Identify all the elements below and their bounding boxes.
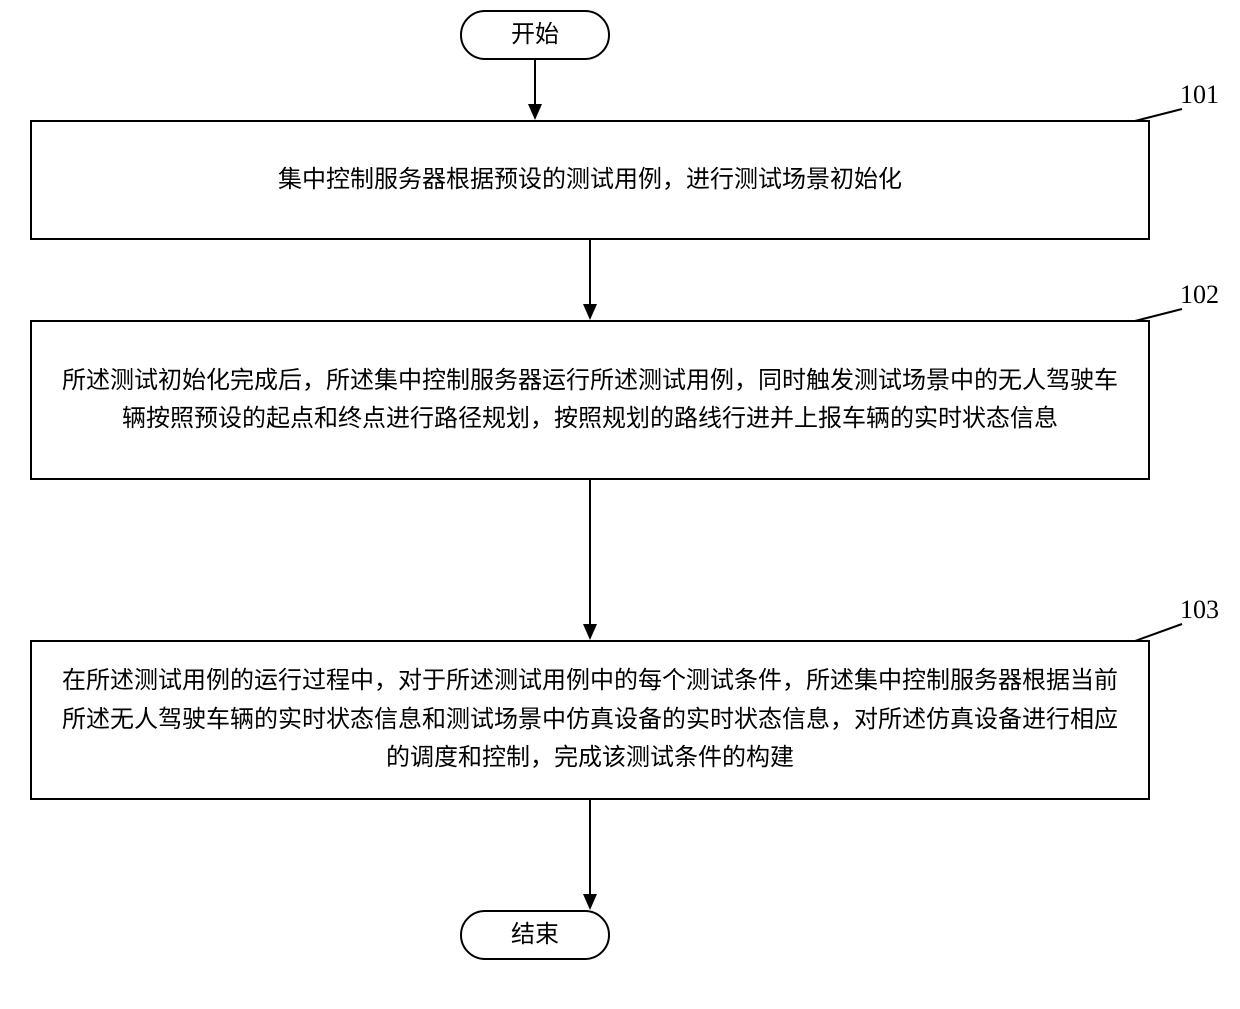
leader-line <box>1135 623 1183 642</box>
flow-step-1: 集中控制服务器根据预设的测试用例，进行测试场景初始化 <box>30 120 1150 240</box>
step-number-103: 103 <box>1180 595 1219 625</box>
step-number-101: 101 <box>1180 80 1219 110</box>
flow-step-3: 在所述测试用例的运行过程中，对于所述测试用例中的每个测试条件，所述集中控制服务器… <box>30 640 1150 800</box>
leader-line <box>1135 308 1182 322</box>
step-number-102: 102 <box>1180 280 1219 310</box>
flow-step-1-text: 集中控制服务器根据预设的测试用例，进行测试场景初始化 <box>278 161 902 199</box>
flow-step-2-text: 所述测试初始化完成后，所述集中控制服务器运行所述测试用例，同时触发测试场景中的无… <box>62 362 1118 439</box>
flow-step-2: 所述测试初始化完成后，所述集中控制服务器运行所述测试用例，同时触发测试场景中的无… <box>30 320 1150 480</box>
flow-step-3-text: 在所述测试用例的运行过程中，对于所述测试用例中的每个测试条件，所述集中控制服务器… <box>62 662 1118 777</box>
flow-start-terminal: 开始 <box>460 10 610 60</box>
flow-end-label: 结束 <box>511 916 559 954</box>
leader-line <box>1135 108 1182 122</box>
flow-end-terminal: 结束 <box>460 910 610 960</box>
flow-start-label: 开始 <box>511 16 559 54</box>
